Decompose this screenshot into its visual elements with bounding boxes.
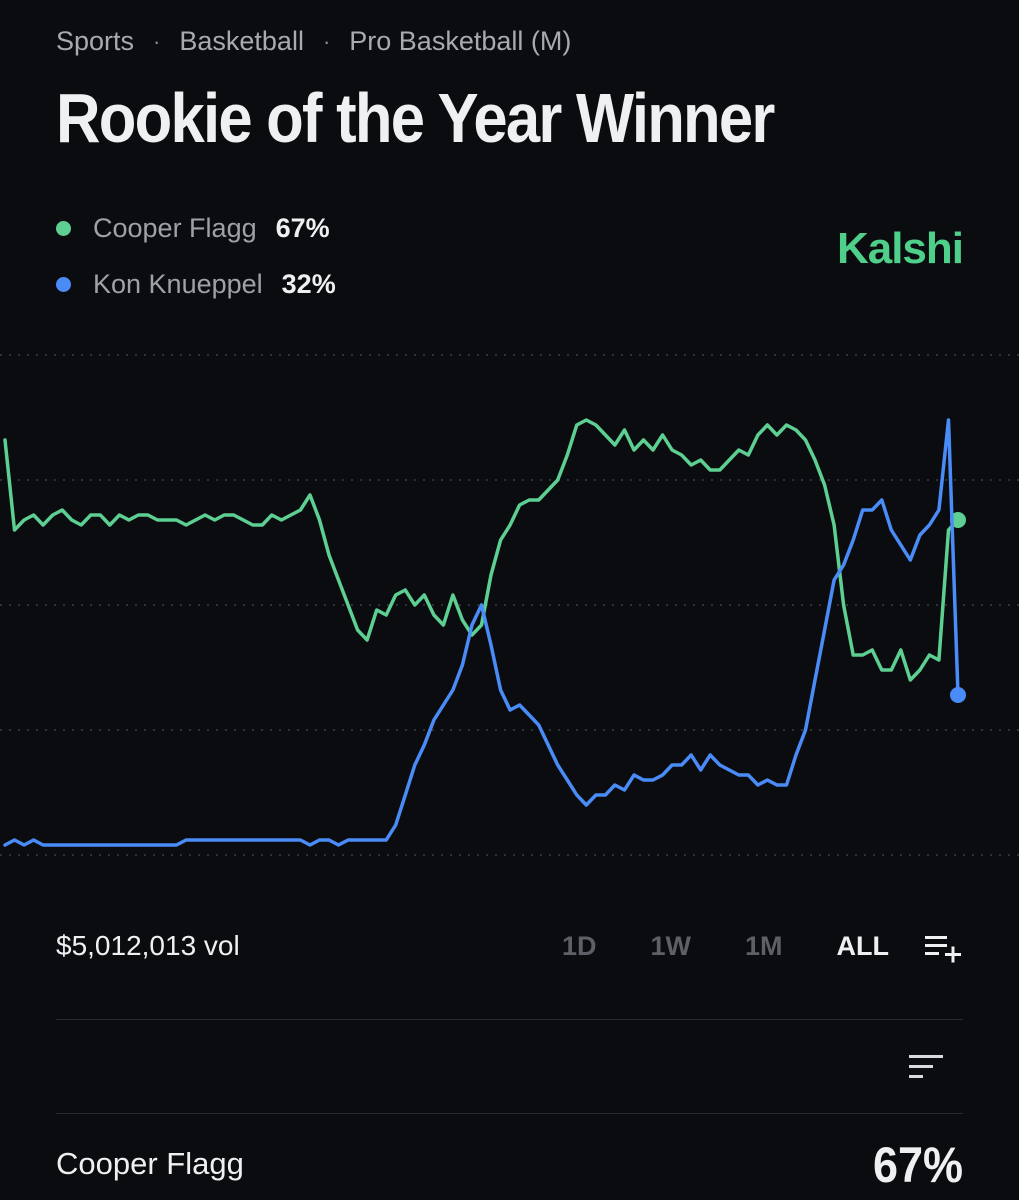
legend-item: Cooper Flagg 67% — [56, 200, 336, 256]
volume-label: $5,012,013 vol — [56, 930, 240, 961]
tab-1m[interactable]: 1M — [745, 931, 783, 961]
series-endpoint-1 — [950, 687, 966, 703]
divider — [56, 1113, 963, 1114]
chart-legend: Cooper Flagg 67% Kon Knueppel 32% — [56, 200, 336, 312]
breadcrumb-separator: · — [153, 28, 161, 54]
page-title: Rookie of the Year Winner — [56, 79, 775, 157]
series-endpoint-0 — [950, 512, 966, 528]
breadcrumb-separator: · — [322, 28, 331, 54]
legend-dot-icon — [56, 220, 71, 236]
legend-name: Kon Knueppel — [93, 268, 263, 299]
outcome-percent: 67% — [872, 1137, 963, 1193]
breadcrumb-item-sports[interactable]: Sports — [56, 26, 135, 56]
series-line-0 — [3, 418, 960, 682]
breadcrumb-item-basketball[interactable]: Basketball — [179, 26, 304, 56]
brand-logo: Kalshi — [836, 224, 964, 273]
time-range-tabs: 1D 1W 1M ALL — [508, 931, 889, 962]
legend-item: Kon Knueppel 32% — [56, 256, 336, 312]
series-line-1 — [3, 418, 960, 847]
tab-1d[interactable]: 1D — [561, 931, 597, 961]
price-chart[interactable] — [0, 340, 1019, 880]
sort-icon[interactable] — [907, 1053, 945, 1081]
legend-percent: 67% — [275, 212, 330, 243]
legend-dot-icon — [56, 276, 71, 292]
outcome-name[interactable]: Cooper Flagg — [56, 1146, 244, 1181]
tab-1w[interactable]: 1W — [650, 931, 692, 961]
legend-name: Cooper Flagg — [93, 212, 257, 243]
tab-all[interactable]: ALL — [836, 931, 889, 961]
list-add-icon[interactable] — [925, 934, 965, 964]
breadcrumb-item-pro-basketball[interactable]: Pro Basketball (M) — [349, 26, 572, 56]
legend-percent: 32% — [281, 268, 336, 299]
breadcrumb: Sports · Basketball · Pro Basketball (M) — [56, 26, 571, 57]
divider — [56, 1019, 963, 1020]
